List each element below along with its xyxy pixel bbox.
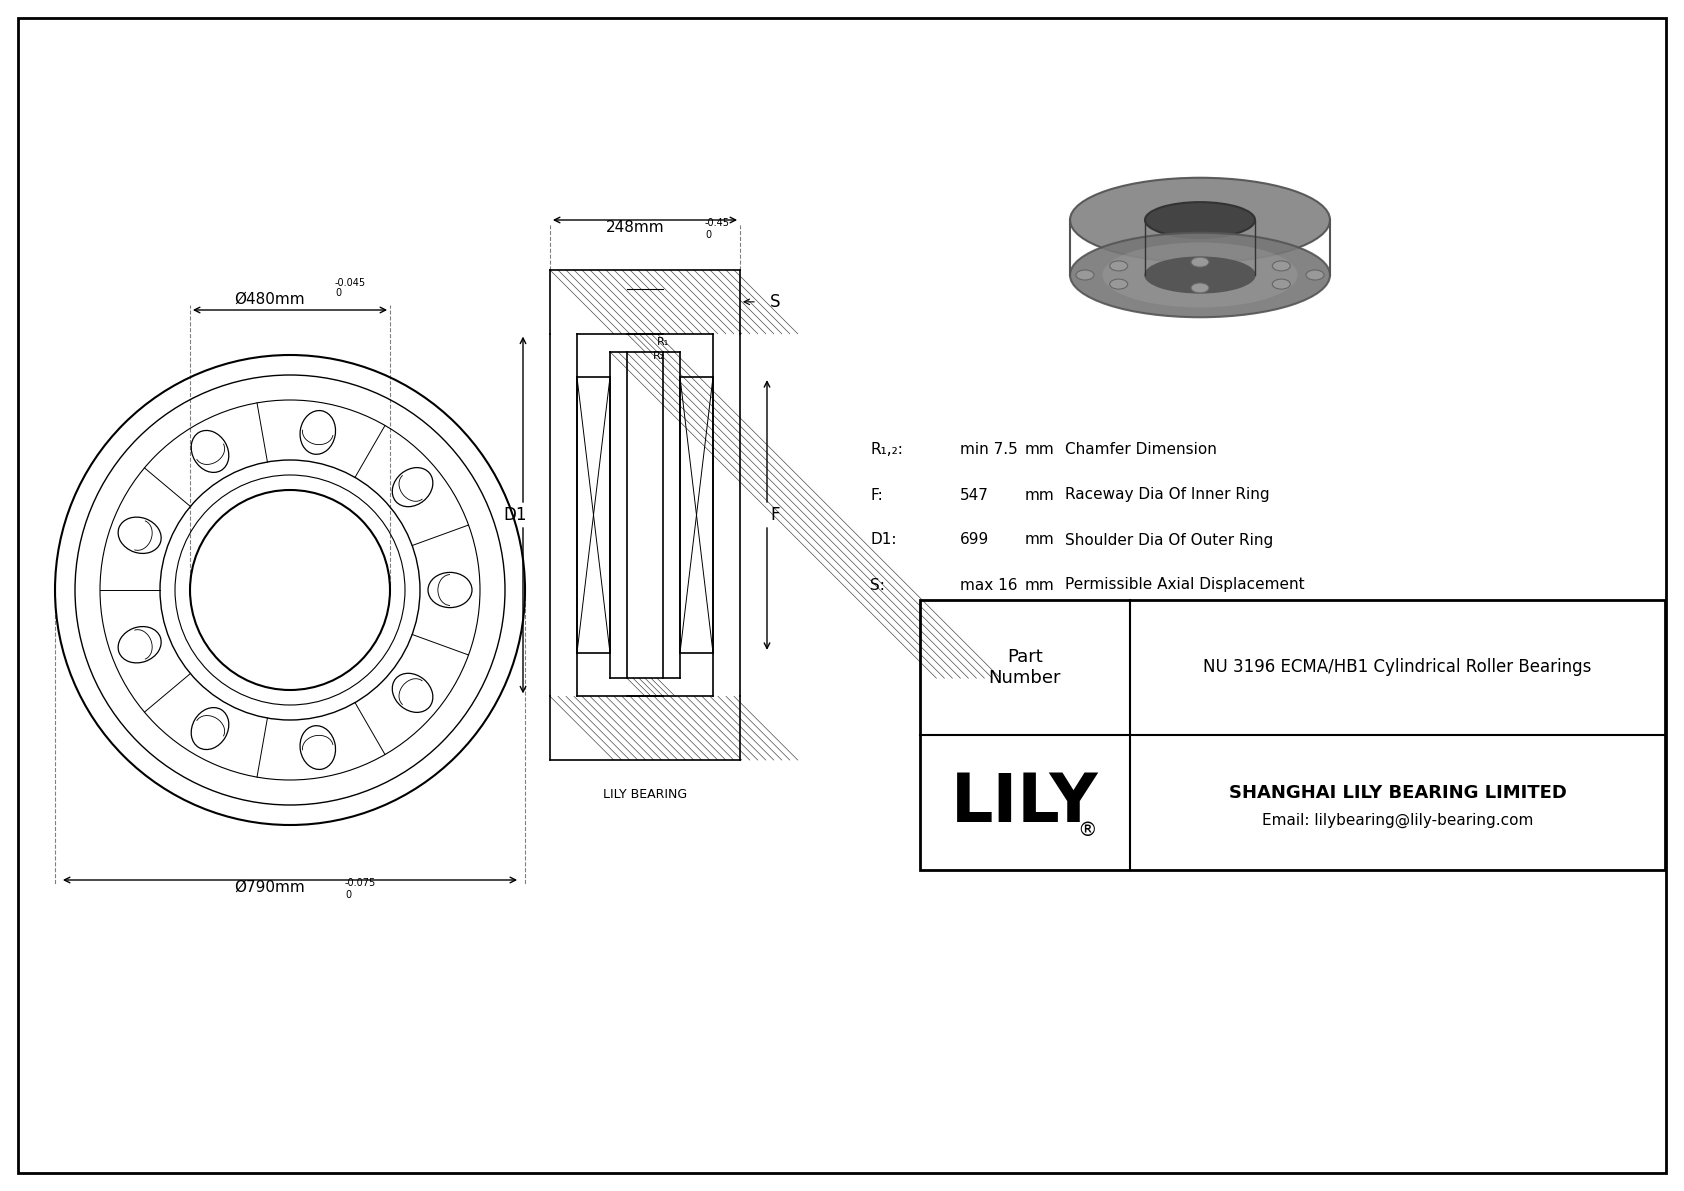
Text: S:: S: xyxy=(871,578,884,592)
Text: R₂: R₂ xyxy=(653,350,665,361)
Text: 0: 0 xyxy=(335,288,342,298)
Text: Part
Number: Part Number xyxy=(989,648,1061,687)
Ellipse shape xyxy=(1069,232,1330,317)
Text: max 16: max 16 xyxy=(960,578,1017,592)
Ellipse shape xyxy=(1145,202,1255,238)
Text: -0.45: -0.45 xyxy=(706,218,729,227)
Text: LILY BEARING: LILY BEARING xyxy=(603,788,687,802)
Text: SHANGHAI LILY BEARING LIMITED: SHANGHAI LILY BEARING LIMITED xyxy=(1229,784,1566,802)
Text: D1: D1 xyxy=(504,506,527,524)
Text: ®: ® xyxy=(1078,821,1096,840)
Text: Chamfer Dimension: Chamfer Dimension xyxy=(1064,443,1218,457)
Text: 699: 699 xyxy=(960,532,989,548)
Text: F: F xyxy=(770,506,780,524)
Ellipse shape xyxy=(1191,283,1209,293)
Text: min 7.5: min 7.5 xyxy=(960,443,1017,457)
Text: Email: lilybearing@lily-bearing.com: Email: lilybearing@lily-bearing.com xyxy=(1261,813,1532,828)
Text: D1:: D1: xyxy=(871,532,896,548)
Ellipse shape xyxy=(1273,279,1290,289)
Ellipse shape xyxy=(1273,261,1290,270)
Ellipse shape xyxy=(1145,257,1255,293)
Ellipse shape xyxy=(1307,270,1324,280)
Text: 0: 0 xyxy=(706,230,711,241)
Text: Raceway Dia Of Inner Ring: Raceway Dia Of Inner Ring xyxy=(1064,487,1270,503)
Ellipse shape xyxy=(1076,270,1095,280)
Bar xyxy=(919,600,1665,869)
Text: LILY: LILY xyxy=(951,769,1100,836)
Text: 248mm: 248mm xyxy=(606,220,663,235)
Text: S: S xyxy=(770,293,780,311)
Ellipse shape xyxy=(1103,243,1297,307)
Ellipse shape xyxy=(1110,261,1128,270)
Ellipse shape xyxy=(1069,177,1330,262)
Text: Shoulder Dia Of Outer Ring: Shoulder Dia Of Outer Ring xyxy=(1064,532,1273,548)
Ellipse shape xyxy=(1110,279,1128,289)
Text: -0.075: -0.075 xyxy=(345,878,376,888)
Text: F:: F: xyxy=(871,487,882,503)
Text: Ø480mm: Ø480mm xyxy=(234,292,305,307)
Text: NU 3196 ECMA/HB1 Cylindrical Roller Bearings: NU 3196 ECMA/HB1 Cylindrical Roller Bear… xyxy=(1204,659,1591,676)
Ellipse shape xyxy=(1191,257,1209,267)
Text: R₁,₂:: R₁,₂: xyxy=(871,443,903,457)
Text: 0: 0 xyxy=(345,890,352,900)
Text: mm: mm xyxy=(1026,443,1054,457)
Text: mm: mm xyxy=(1026,578,1054,592)
Text: 547: 547 xyxy=(960,487,989,503)
Text: mm: mm xyxy=(1026,487,1054,503)
Text: Ø790mm: Ø790mm xyxy=(234,880,305,894)
Text: mm: mm xyxy=(1026,532,1054,548)
Text: Permissible Axial Displacement: Permissible Axial Displacement xyxy=(1064,578,1305,592)
Text: -0.045: -0.045 xyxy=(335,278,365,288)
Text: R₁: R₁ xyxy=(657,337,669,347)
